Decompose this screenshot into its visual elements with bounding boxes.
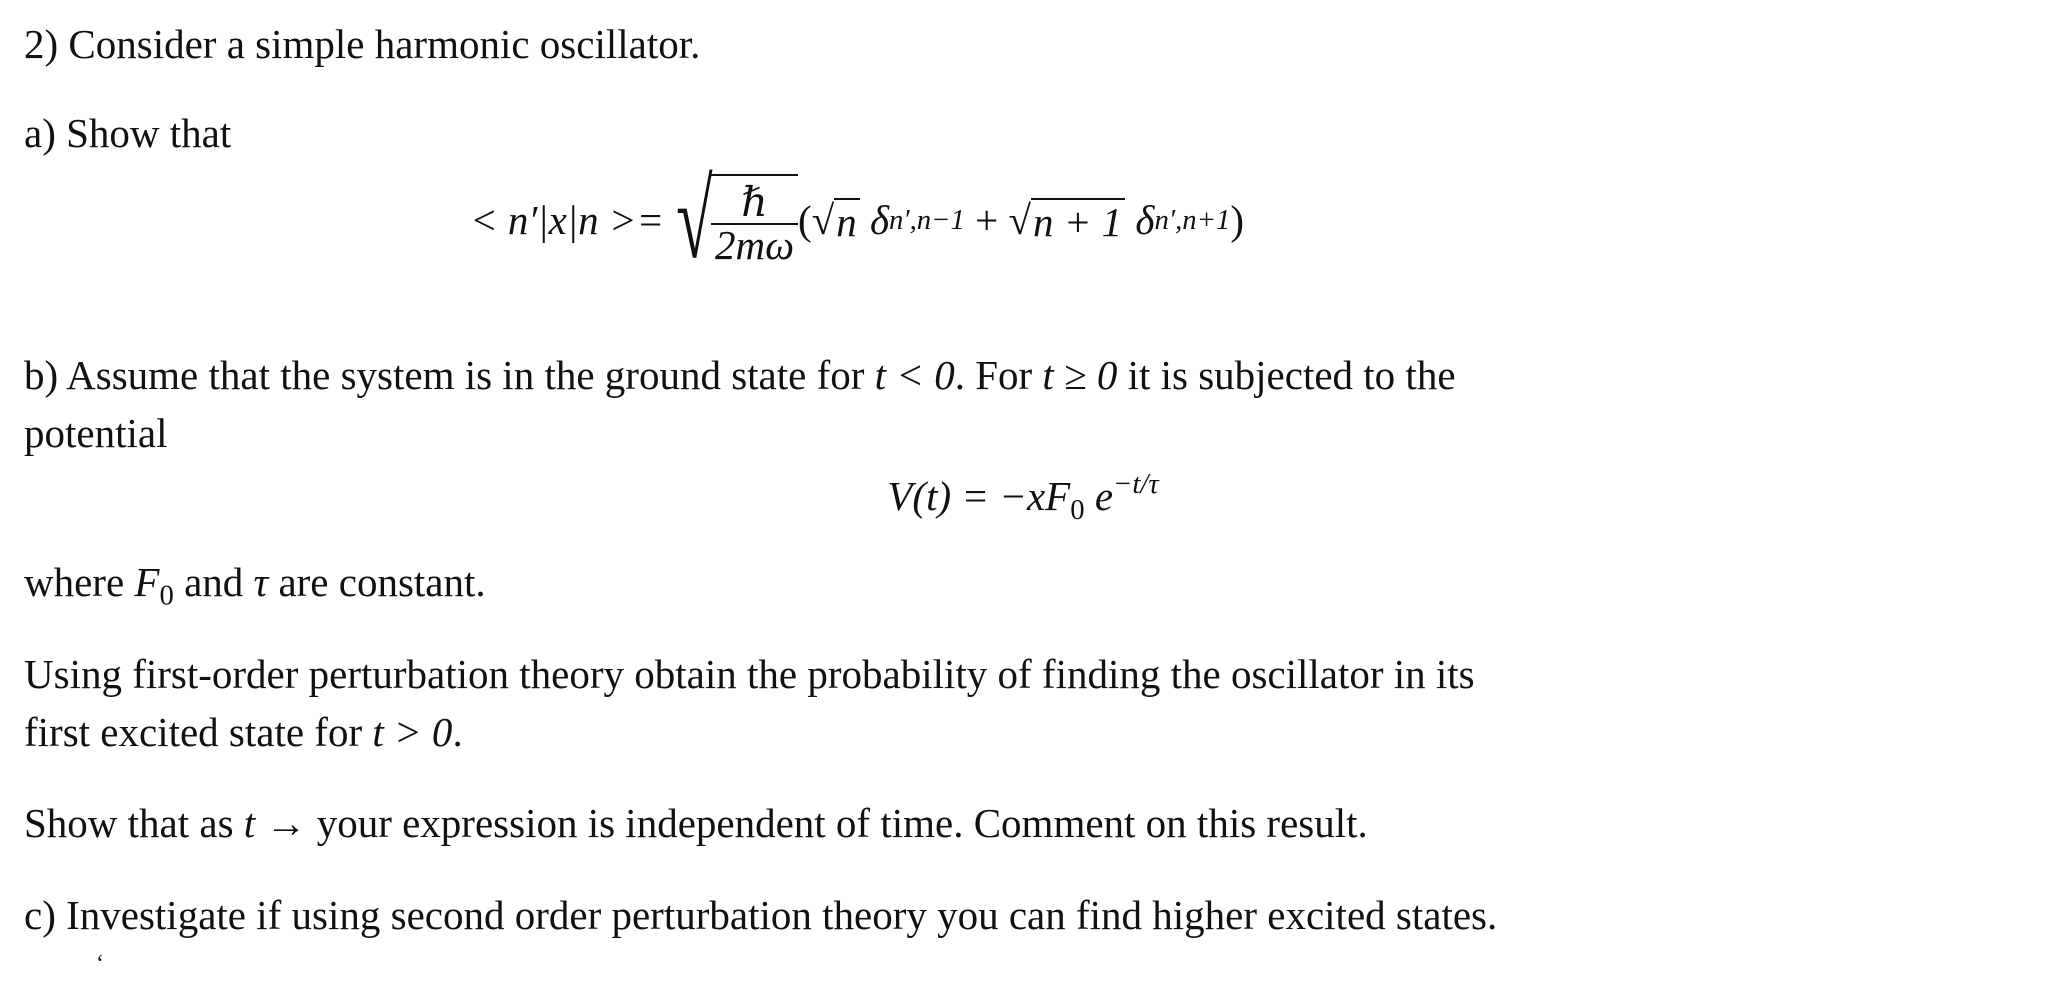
denominator: 2mω (714, 222, 795, 269)
where-text: where F0 and τ are constant. (24, 559, 486, 612)
sqrt-sign: √ (676, 158, 713, 281)
show-text: Show that as t → your expression is inde… (24, 800, 1368, 846)
stray-mark: ‘ (96, 951, 104, 977)
radicand-1: n (836, 198, 857, 245)
radicand-2: n + 1 (1033, 198, 1123, 245)
delta-1-sub: n′,n−1 (889, 204, 965, 236)
numerator: ℏ (741, 179, 768, 226)
delta-2-sub: n′,n+1 (1154, 204, 1231, 236)
eq-lhs: < n′|x|n >= (470, 196, 665, 243)
fraction: ℏ 2mω (710, 174, 799, 269)
open-paren: ( (798, 196, 812, 243)
part-b-line2: potential (24, 410, 168, 456)
delta-1: δ (869, 196, 890, 243)
part-c-text: c) Investigate if using second order per… (24, 892, 1498, 938)
using-line1: Using first-order perturbation theory ob… (24, 651, 1475, 697)
close-paren: ) (1230, 196, 1244, 243)
intro-text: 2) Consider a simple harmonic oscillator… (24, 21, 701, 67)
potential-equation: V(t) = −xF0 e−t/τ (887, 468, 1159, 526)
part-b-line1: b) Assume that the system is in the grou… (24, 352, 1456, 398)
using-line2: first excited state for t > 0. (24, 709, 463, 755)
delta-2: δ (1135, 196, 1155, 243)
plus: + (975, 196, 999, 243)
matrix-element-equation: < n′|x|n >= √ ℏ 2mω ( √ n δ n′,n−1 + √ n + … (470, 158, 1244, 281)
part-a-label: a) Show that (24, 110, 232, 156)
